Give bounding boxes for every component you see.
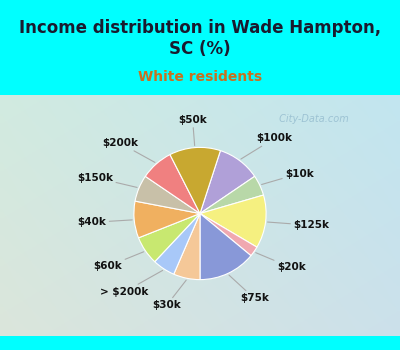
Text: $150k: $150k	[77, 173, 137, 188]
Wedge shape	[200, 214, 251, 280]
Wedge shape	[138, 214, 200, 262]
Text: $10k: $10k	[262, 169, 314, 184]
Text: $50k: $50k	[178, 115, 207, 146]
Text: $60k: $60k	[94, 252, 144, 271]
Wedge shape	[200, 195, 266, 247]
Text: $20k: $20k	[256, 253, 306, 273]
Wedge shape	[155, 214, 200, 274]
Wedge shape	[135, 176, 200, 214]
Text: $100k: $100k	[241, 133, 292, 159]
Wedge shape	[170, 147, 220, 214]
Text: > $200k: > $200k	[100, 271, 163, 297]
Text: Income distribution in Wade Hampton,
SC (%): Income distribution in Wade Hampton, SC …	[19, 19, 381, 58]
Wedge shape	[200, 150, 255, 214]
Text: White residents: White residents	[138, 70, 262, 84]
Wedge shape	[145, 155, 200, 214]
Text: $40k: $40k	[78, 217, 132, 228]
Wedge shape	[134, 201, 200, 238]
Text: $200k: $200k	[102, 138, 155, 162]
Text: $125k: $125k	[268, 220, 329, 230]
Wedge shape	[200, 214, 257, 256]
Text: $75k: $75k	[229, 275, 269, 303]
Wedge shape	[200, 176, 264, 214]
Text: $30k: $30k	[152, 280, 186, 310]
Wedge shape	[174, 214, 200, 280]
Text: City-Data.com: City-Data.com	[276, 114, 348, 124]
